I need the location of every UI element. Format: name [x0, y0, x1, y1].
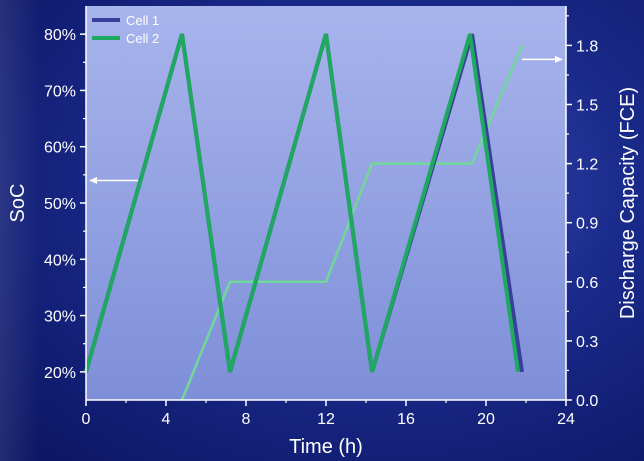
y-tick-label: 40%: [44, 252, 76, 269]
x-tick-label: 20: [477, 411, 495, 428]
x-tick-label: 12: [317, 411, 335, 428]
y-tick-label: 30%: [44, 309, 76, 326]
x-tick-label: 16: [397, 411, 415, 428]
annotation-layer: [89, 55, 563, 184]
x-tick-label: 4: [162, 411, 171, 428]
y-tick-label: 70%: [44, 83, 76, 100]
background-decoration: [0, 0, 40, 461]
y-right-tick-label: 0.3: [576, 334, 598, 351]
y-right-tick-label: 1.8: [576, 38, 598, 55]
legend: Cell 1 Cell 2: [92, 13, 159, 46]
x-tick-label: 0: [82, 411, 91, 428]
series-layer: [84, 33, 524, 401]
y-right-tick-label: 1.2: [576, 157, 598, 174]
arrow-head-right: [555, 55, 563, 63]
legend-label: Cell 1: [126, 13, 159, 28]
y-right-tick-label: 0.9: [576, 216, 598, 233]
x-tick-label: 24: [557, 411, 575, 428]
y-right-tick-label: 0.6: [576, 275, 598, 292]
y-tick-label: 20%: [44, 365, 76, 382]
legend-label: Cell 2: [126, 31, 159, 46]
series-line-cell-2: [84, 33, 520, 373]
ticks-layer: 0 4 8 12 16 20 24 20% 30% 40% 50% 60% 70% 80% 0.0 0.3 0.…: [44, 15, 598, 428]
y-tick-label: 50%: [44, 196, 76, 213]
arrow-head-left: [89, 176, 97, 184]
y-tick-label: 80%: [44, 27, 76, 44]
plot-area: [86, 6, 566, 400]
y-right-tick-label: 0.0: [576, 393, 598, 410]
y-axis-label: SoC: [7, 184, 29, 223]
y-right-tick-label: 1.5: [576, 98, 598, 115]
y-axis-right-label: Discharge Capacity (FCE): [617, 87, 639, 319]
x-tick-label: 8: [242, 411, 251, 428]
y-tick-label: 60%: [44, 140, 76, 157]
x-axis-label: Time (h): [289, 436, 363, 458]
